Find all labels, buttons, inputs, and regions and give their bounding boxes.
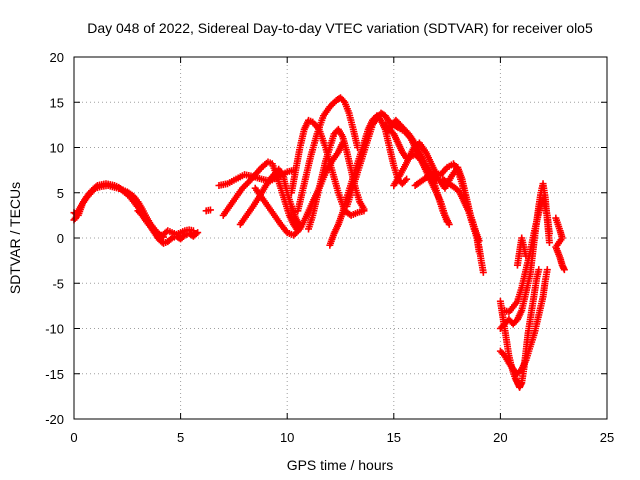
x-axis: 0 5 10 15 20 25 <box>70 57 614 445</box>
series-arc-7 <box>236 165 304 231</box>
series-arc-11 <box>305 125 368 233</box>
y-tick-label: -20 <box>45 412 64 427</box>
plot-area <box>70 94 568 391</box>
data-point <box>160 233 168 241</box>
data-point <box>206 206 214 214</box>
data-point <box>401 177 409 185</box>
series-arc-19 <box>496 266 543 391</box>
data-point <box>475 248 483 256</box>
series-arc-23 <box>513 234 530 269</box>
y-axis-label: SDTVAR / TECUs <box>7 182 23 294</box>
series-arc-16 <box>383 116 451 226</box>
data-point <box>545 239 553 247</box>
data-point <box>179 232 187 240</box>
data-point <box>403 175 411 183</box>
series-arc-18 <box>439 175 483 256</box>
data-point <box>192 230 200 238</box>
data-point <box>545 229 553 237</box>
series-arc-1 <box>70 180 197 240</box>
series-arc-5 <box>215 166 298 190</box>
data-point <box>360 205 368 213</box>
data-point <box>443 218 451 226</box>
x-tick-label: 0 <box>70 430 77 445</box>
y-tick-label: 20 <box>50 50 64 65</box>
y-axis: -20 -15 -10 -5 0 5 10 15 20 <box>45 50 607 427</box>
chart-title: Day 048 of 2022, Sidereal Day-to-day VTE… <box>87 20 593 36</box>
data-point <box>560 266 568 274</box>
data-point <box>535 266 543 274</box>
series-arc-22 <box>501 195 553 316</box>
data-point <box>194 229 202 237</box>
x-tick-label: 5 <box>177 430 184 445</box>
x-tick-label: 10 <box>280 430 294 445</box>
data-point <box>90 186 98 194</box>
data-point <box>167 235 175 243</box>
series-arc-10 <box>294 94 362 215</box>
y-tick-label: 0 <box>57 231 64 246</box>
series-arc-3 <box>134 207 202 247</box>
series-arc-4 <box>202 206 214 215</box>
x-axis-label: GPS time / hours <box>287 457 394 473</box>
data-point <box>479 268 487 276</box>
x-tick-label: 25 <box>600 430 614 445</box>
y-tick-label: -10 <box>45 322 64 337</box>
data-point <box>339 97 347 105</box>
data-point <box>522 252 530 260</box>
y-tick-label: -5 <box>52 276 64 291</box>
series-arc-21 <box>496 266 551 378</box>
y-tick-label: 5 <box>57 186 64 201</box>
series-arc-24 <box>552 214 568 274</box>
y-tick-label: -15 <box>45 367 64 382</box>
y-tick-label: 15 <box>50 95 64 110</box>
x-tick-label: 20 <box>493 430 507 445</box>
data-point <box>543 266 551 274</box>
x-tick-label: 15 <box>387 430 401 445</box>
y-tick-label: 10 <box>50 141 64 156</box>
